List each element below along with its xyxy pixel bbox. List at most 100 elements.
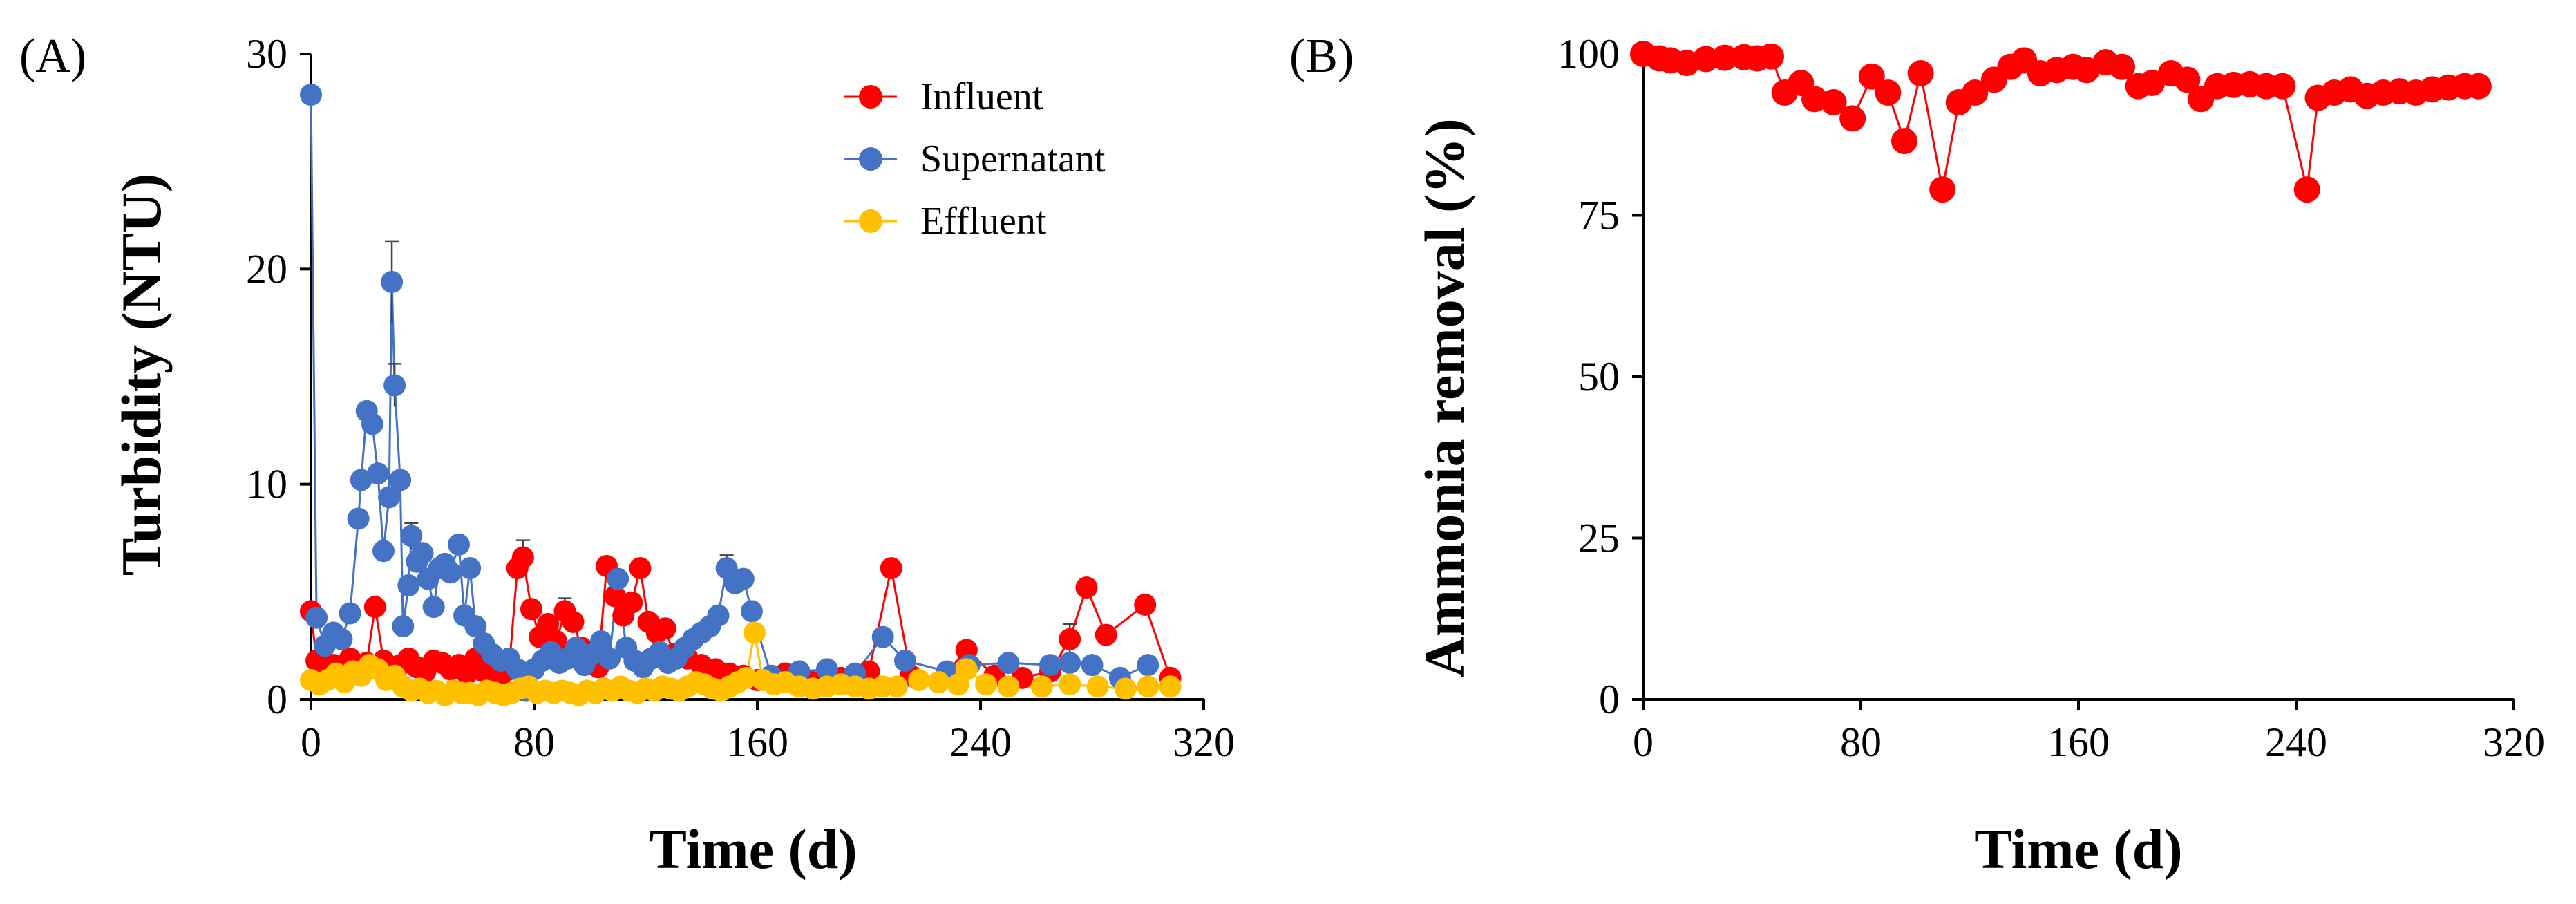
y-tick-label: 0 bbox=[267, 677, 287, 722]
data-point-supernatant bbox=[305, 606, 328, 629]
data-point-influent bbox=[629, 557, 652, 580]
data-point-influent bbox=[1059, 628, 1081, 650]
data-point-ammonia-removal bbox=[1712, 44, 1739, 71]
y-tick-label: 0 bbox=[1599, 677, 1620, 722]
data-point-supernatant bbox=[389, 469, 412, 491]
plot-area-a: 0 80 160 240 320 0 10 20 30 bbox=[246, 31, 1235, 765]
data-point-ammonia-removal bbox=[1907, 60, 1934, 87]
data-point-effluent bbox=[1030, 675, 1053, 698]
data-point-supernatant bbox=[392, 615, 415, 638]
data-point-ammonia-removal bbox=[1891, 128, 1917, 155]
data-point-supernatant bbox=[732, 567, 755, 590]
x-tick-label: 0 bbox=[1633, 719, 1654, 765]
x-axis-title-time-b: Time (d) bbox=[1974, 818, 2182, 881]
data-point-ammonia-removal bbox=[1758, 43, 1785, 70]
data-point-supernatant bbox=[381, 271, 404, 294]
legend-marker-influent bbox=[859, 85, 882, 109]
data-point-supernatant bbox=[707, 604, 730, 627]
x-tick-label: 0 bbox=[301, 719, 321, 765]
x-tick-label: 320 bbox=[1173, 719, 1235, 765]
data-point-supernatant bbox=[347, 507, 370, 530]
data-point-supernatant bbox=[361, 413, 383, 435]
data-point-influent bbox=[1095, 623, 1117, 646]
panel-a-turbidity-chart: (A) Turbidity (NTU) Time (d) 0 80 160 240 32… bbox=[19, 30, 1235, 881]
data-point-supernatant bbox=[330, 628, 353, 650]
data-point-supernatant bbox=[366, 462, 389, 485]
x-tick-label: 160 bbox=[2047, 719, 2110, 765]
data-point-ammonia-removal bbox=[1875, 79, 1902, 106]
data-point-supernatant bbox=[459, 557, 482, 580]
data-point-supernatant bbox=[400, 525, 423, 547]
data-point-influent bbox=[880, 557, 902, 580]
data-point-supernatant bbox=[383, 374, 406, 397]
data-point-effluent bbox=[975, 673, 998, 696]
data-point-ammonia-removal bbox=[2269, 73, 2296, 100]
y-tick-label: 75 bbox=[1578, 193, 1620, 238]
legend: Influent Supernatant Effluent bbox=[844, 75, 1106, 243]
data-point-supernatant bbox=[339, 602, 361, 625]
data-point-influent bbox=[654, 617, 676, 640]
data-point-influent bbox=[1134, 594, 1157, 616]
data-point-supernatant bbox=[893, 649, 916, 672]
y-tick-label: 25 bbox=[1578, 516, 1620, 561]
data-point-effluent bbox=[955, 658, 978, 681]
x-axis-title-time-a: Time (d) bbox=[649, 818, 857, 881]
data-point-influent bbox=[621, 591, 643, 614]
data-point-ammonia-removal bbox=[1962, 79, 1989, 106]
data-point-effluent bbox=[743, 621, 766, 644]
data-point-supernatant bbox=[565, 637, 587, 659]
data-point-supernatant bbox=[300, 84, 322, 106]
data-point-effluent bbox=[1159, 675, 1182, 698]
data-point-effluent bbox=[1059, 673, 1081, 696]
data-point-supernatant bbox=[589, 630, 612, 652]
x-tick-label: 240 bbox=[2265, 719, 2327, 765]
panel-label-b: (B) bbox=[1289, 30, 1354, 83]
data-point-influent bbox=[562, 610, 585, 633]
legend-marker-supernatant bbox=[859, 147, 882, 171]
data-point-supernatant bbox=[607, 567, 629, 590]
x-tick-label: 320 bbox=[2483, 719, 2545, 765]
data-point-supernatant bbox=[411, 542, 434, 565]
data-point-influent bbox=[520, 598, 542, 621]
x-tick-label: 240 bbox=[949, 719, 1012, 765]
data-point-supernatant bbox=[350, 469, 372, 491]
data-point-ammonia-removal bbox=[2174, 66, 2201, 93]
data-point-supernatant bbox=[815, 658, 838, 681]
x-tick-label: 80 bbox=[1840, 719, 1882, 765]
data-point-ammonia-removal bbox=[2293, 176, 2320, 203]
data-point-supernatant bbox=[372, 540, 395, 563]
data-point-influent bbox=[1075, 576, 1098, 599]
y-tick-label: 20 bbox=[246, 246, 287, 292]
data-point-ammonia-removal bbox=[1929, 176, 1956, 203]
data-point-supernatant bbox=[598, 647, 621, 670]
y-tick-label: 100 bbox=[1557, 31, 1620, 77]
y-axis-title-turbidity: Turbidity (NTU) bbox=[110, 173, 173, 576]
data-point-effluent bbox=[927, 671, 950, 694]
data-point-ammonia-removal bbox=[1692, 46, 1719, 73]
data-point-influent bbox=[537, 613, 560, 636]
data-point-ammonia-removal bbox=[2109, 53, 2135, 80]
legend-label-influent: Influent bbox=[920, 75, 1043, 118]
data-point-supernatant bbox=[871, 625, 894, 648]
data-point-supernatant bbox=[397, 574, 420, 596]
y-axis-title-ammonia: Ammonia removal (%) bbox=[1413, 118, 1476, 677]
data-point-supernatant bbox=[447, 533, 470, 556]
y-tick-label: 10 bbox=[246, 462, 287, 507]
data-point-effluent bbox=[908, 668, 931, 691]
legend-label-effluent: Effluent bbox=[920, 200, 1047, 243]
data-point-effluent bbox=[1114, 677, 1137, 700]
data-point-supernatant bbox=[506, 658, 529, 681]
data-point-supernatant bbox=[378, 486, 401, 509]
y-tick-label: 30 bbox=[246, 31, 287, 77]
data-point-supernatant bbox=[1059, 652, 1081, 675]
x-tick-label: 80 bbox=[513, 719, 555, 765]
data-point-supernatant bbox=[997, 652, 1020, 675]
data-point-effluent bbox=[885, 675, 908, 698]
data-point-effluent bbox=[1086, 675, 1109, 698]
data-point-supernatant bbox=[1137, 654, 1159, 677]
panel-label-a: (A) bbox=[19, 30, 86, 83]
data-point-supernatant bbox=[1081, 654, 1104, 677]
data-point-supernatant bbox=[439, 561, 462, 584]
data-point-influent bbox=[511, 546, 534, 569]
x-tick-label: 160 bbox=[726, 719, 788, 765]
